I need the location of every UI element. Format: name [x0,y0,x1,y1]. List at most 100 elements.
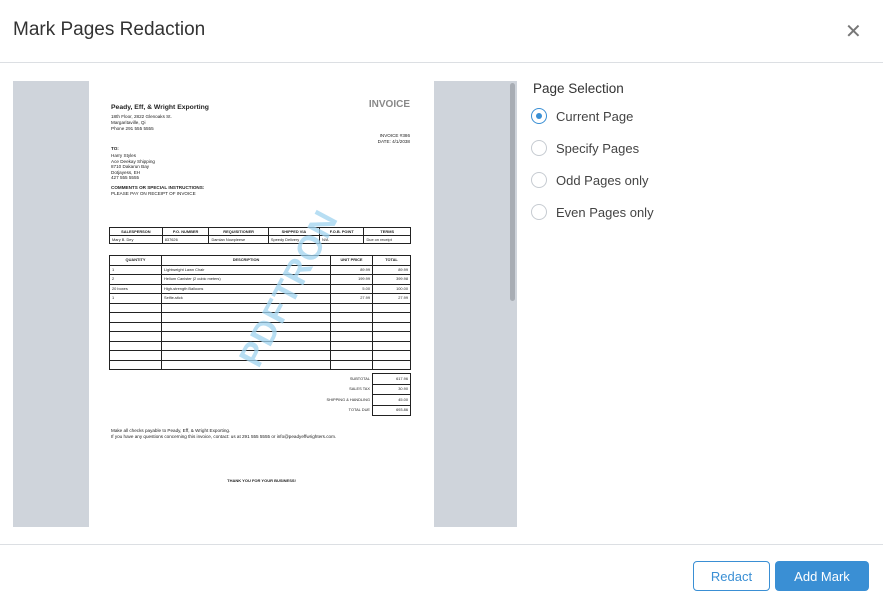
comments: PLEASE PAY ON RECEIPT OF INVOICE [111,191,196,196]
table-cell [372,331,411,342]
radio-button[interactable] [531,172,547,188]
table-cell: UNIT PRICE [330,255,373,266]
table-cell: P.O. NUMBER [161,227,210,236]
table-cell: 27.99 [372,293,411,304]
invoice-date: DATE: 4/1/2038 [377,139,410,144]
table-cell [330,350,373,361]
dialog-title: Mark Pages Redaction [13,19,206,40]
table-row: SALESPERSON P.O. NUMBER REQUISITIONER SHIPP… [109,227,411,236]
table-cell: 1 [109,264,162,275]
table-cell: Due on receipt [363,235,411,244]
table-cell: 100.00 [372,283,411,294]
table-cell: 45.00 [372,394,411,406]
company-name: Peady, Eff, & Wright Exporting [111,104,209,111]
table-cell: TERMS [363,227,411,236]
table-cell [330,340,373,351]
table-cell [330,321,373,332]
page-option-specify-pages[interactable]: Specify Pages [531,140,639,156]
option-label: Even Pages only [556,204,654,220]
to-label: TO: [111,146,119,151]
table-cell [161,302,331,313]
recipient-line: 8710 Dakarun Bay [111,164,150,170]
table-row: SUBTOTAL 617.96 [322,373,411,385]
table-cell [109,302,162,313]
comments-label: COMMENTS OR SPECIAL INSTRUCTIONS: [111,185,205,190]
table-cell: 1 [109,293,162,304]
table-cell: 30.90 [372,383,411,395]
phone: Phone 291 555 5555 [111,126,154,131]
table-cell: 693.86 [372,404,411,416]
radio-button[interactable] [531,108,547,124]
table-cell: 20 boxes [109,283,162,294]
table-row: SHIPPING & HANDLING 45.00 [322,394,411,406]
table-cell [372,321,411,332]
table-cell: TOTAL DUE [348,407,370,413]
info-table: SALESPERSON P.O. NUMBER REQUISITIONER SHIPP… [109,227,411,244]
table-cell: Mary B. Dey [109,235,163,244]
table-cell: TOTAL [372,255,411,266]
table-cell: 5.00 [330,283,373,294]
note-payable: Make all checks payable to Peady, Eff, &… [111,428,231,433]
table-cell: 89.99 [372,264,411,275]
table-cell: 89.99 [330,264,373,275]
table-cell: Damian Nowpleese [208,235,269,244]
table-cell [372,340,411,351]
table-cell [109,331,162,342]
page-option-odd-pages-only[interactable]: Odd Pages only [531,172,649,188]
table-row: 20 boxes High-strength Balloons 5.00 100.00 [109,283,411,294]
radio-button[interactable] [531,140,547,156]
table-cell: QUANTITY [109,255,162,266]
table-row: TOTAL DUE 693.86 [322,404,411,416]
recipient-line: Harry Styles [111,153,137,158]
recipient: Harry Styles Ace Deekay Shipping 8710 Daka… [111,153,155,181]
table-cell: SHIPPING & HANDLING [326,396,370,402]
totals-table: SUBTOTAL 617.96 SALES TAX 30.90 SHIPPING & H… [322,373,411,416]
page-selection-heading: Page Selection [533,81,624,96]
table-cell [109,350,162,361]
table-cell [330,331,373,342]
table-cell [330,312,373,323]
table-row: 2 Helium Canister (2 cubic meters) 199.99 3… [109,274,411,285]
table-cell: N/A [318,235,365,244]
table-cell: SALESPERSON [109,227,163,236]
table-row: QUANTITY DESCRIPTION UNIT PRICE TOTAL [109,255,411,266]
table-cell: REQUISITIONER [208,227,269,236]
table-cell [161,312,331,323]
page-option-current-page[interactable]: Current Page [531,108,633,124]
table-cell [372,312,411,323]
table-row: SALES TAX 30.90 [322,383,411,395]
table-cell: 27.99 [330,293,373,304]
add-mark-button[interactable]: Add Mark [775,561,869,591]
table-cell [109,321,162,332]
invoice-page: Peady, Eff, & Wright Exporting 18th Floo… [89,81,434,527]
scrollbar[interactable] [509,81,517,527]
recipient-line: 427 555 5555 [111,175,140,181]
table-cell [109,340,162,351]
table-cell: SALES TAX [349,386,370,392]
table-cell [109,312,162,323]
redact-button[interactable]: Redact [693,561,770,591]
invoice-number: INVOICE #386 [379,133,410,138]
table-cell [372,302,411,313]
footer-divider [0,544,883,545]
table-cell [109,359,162,370]
thanks: THANK YOU FOR YOUR BUSINESS! [227,478,296,483]
document-preview[interactable]: Peady, Eff, & Wright Exporting 18th Floo… [13,81,517,527]
option-label: Specify Pages [556,140,640,156]
radio-button[interactable] [531,204,547,220]
recipient-line: Ace Deekay Shipping [111,158,155,164]
table-cell [372,350,411,361]
option-label: Odd Pages only [556,172,649,188]
table-cell: SUBTOTAL [349,375,370,381]
invoice-heading: INVOICE [368,99,410,110]
close-icon[interactable]: ✕ [845,21,862,43]
table-cell: 199.99 [330,274,373,285]
table-cell: 837626 [161,235,210,244]
option-label: Current Page [556,108,634,124]
scrollbar-thumb[interactable] [510,83,515,301]
recipient-line: Dotjayess, EH [111,169,141,175]
page-option-even-pages-only[interactable]: Even Pages only [531,204,654,220]
table-cell: 617.96 [372,373,411,385]
note-contact: If you have any questions concerning thi… [111,434,337,439]
table-row: 1 Lightweight Lawn Chair 89.99 89.99 [109,264,411,275]
